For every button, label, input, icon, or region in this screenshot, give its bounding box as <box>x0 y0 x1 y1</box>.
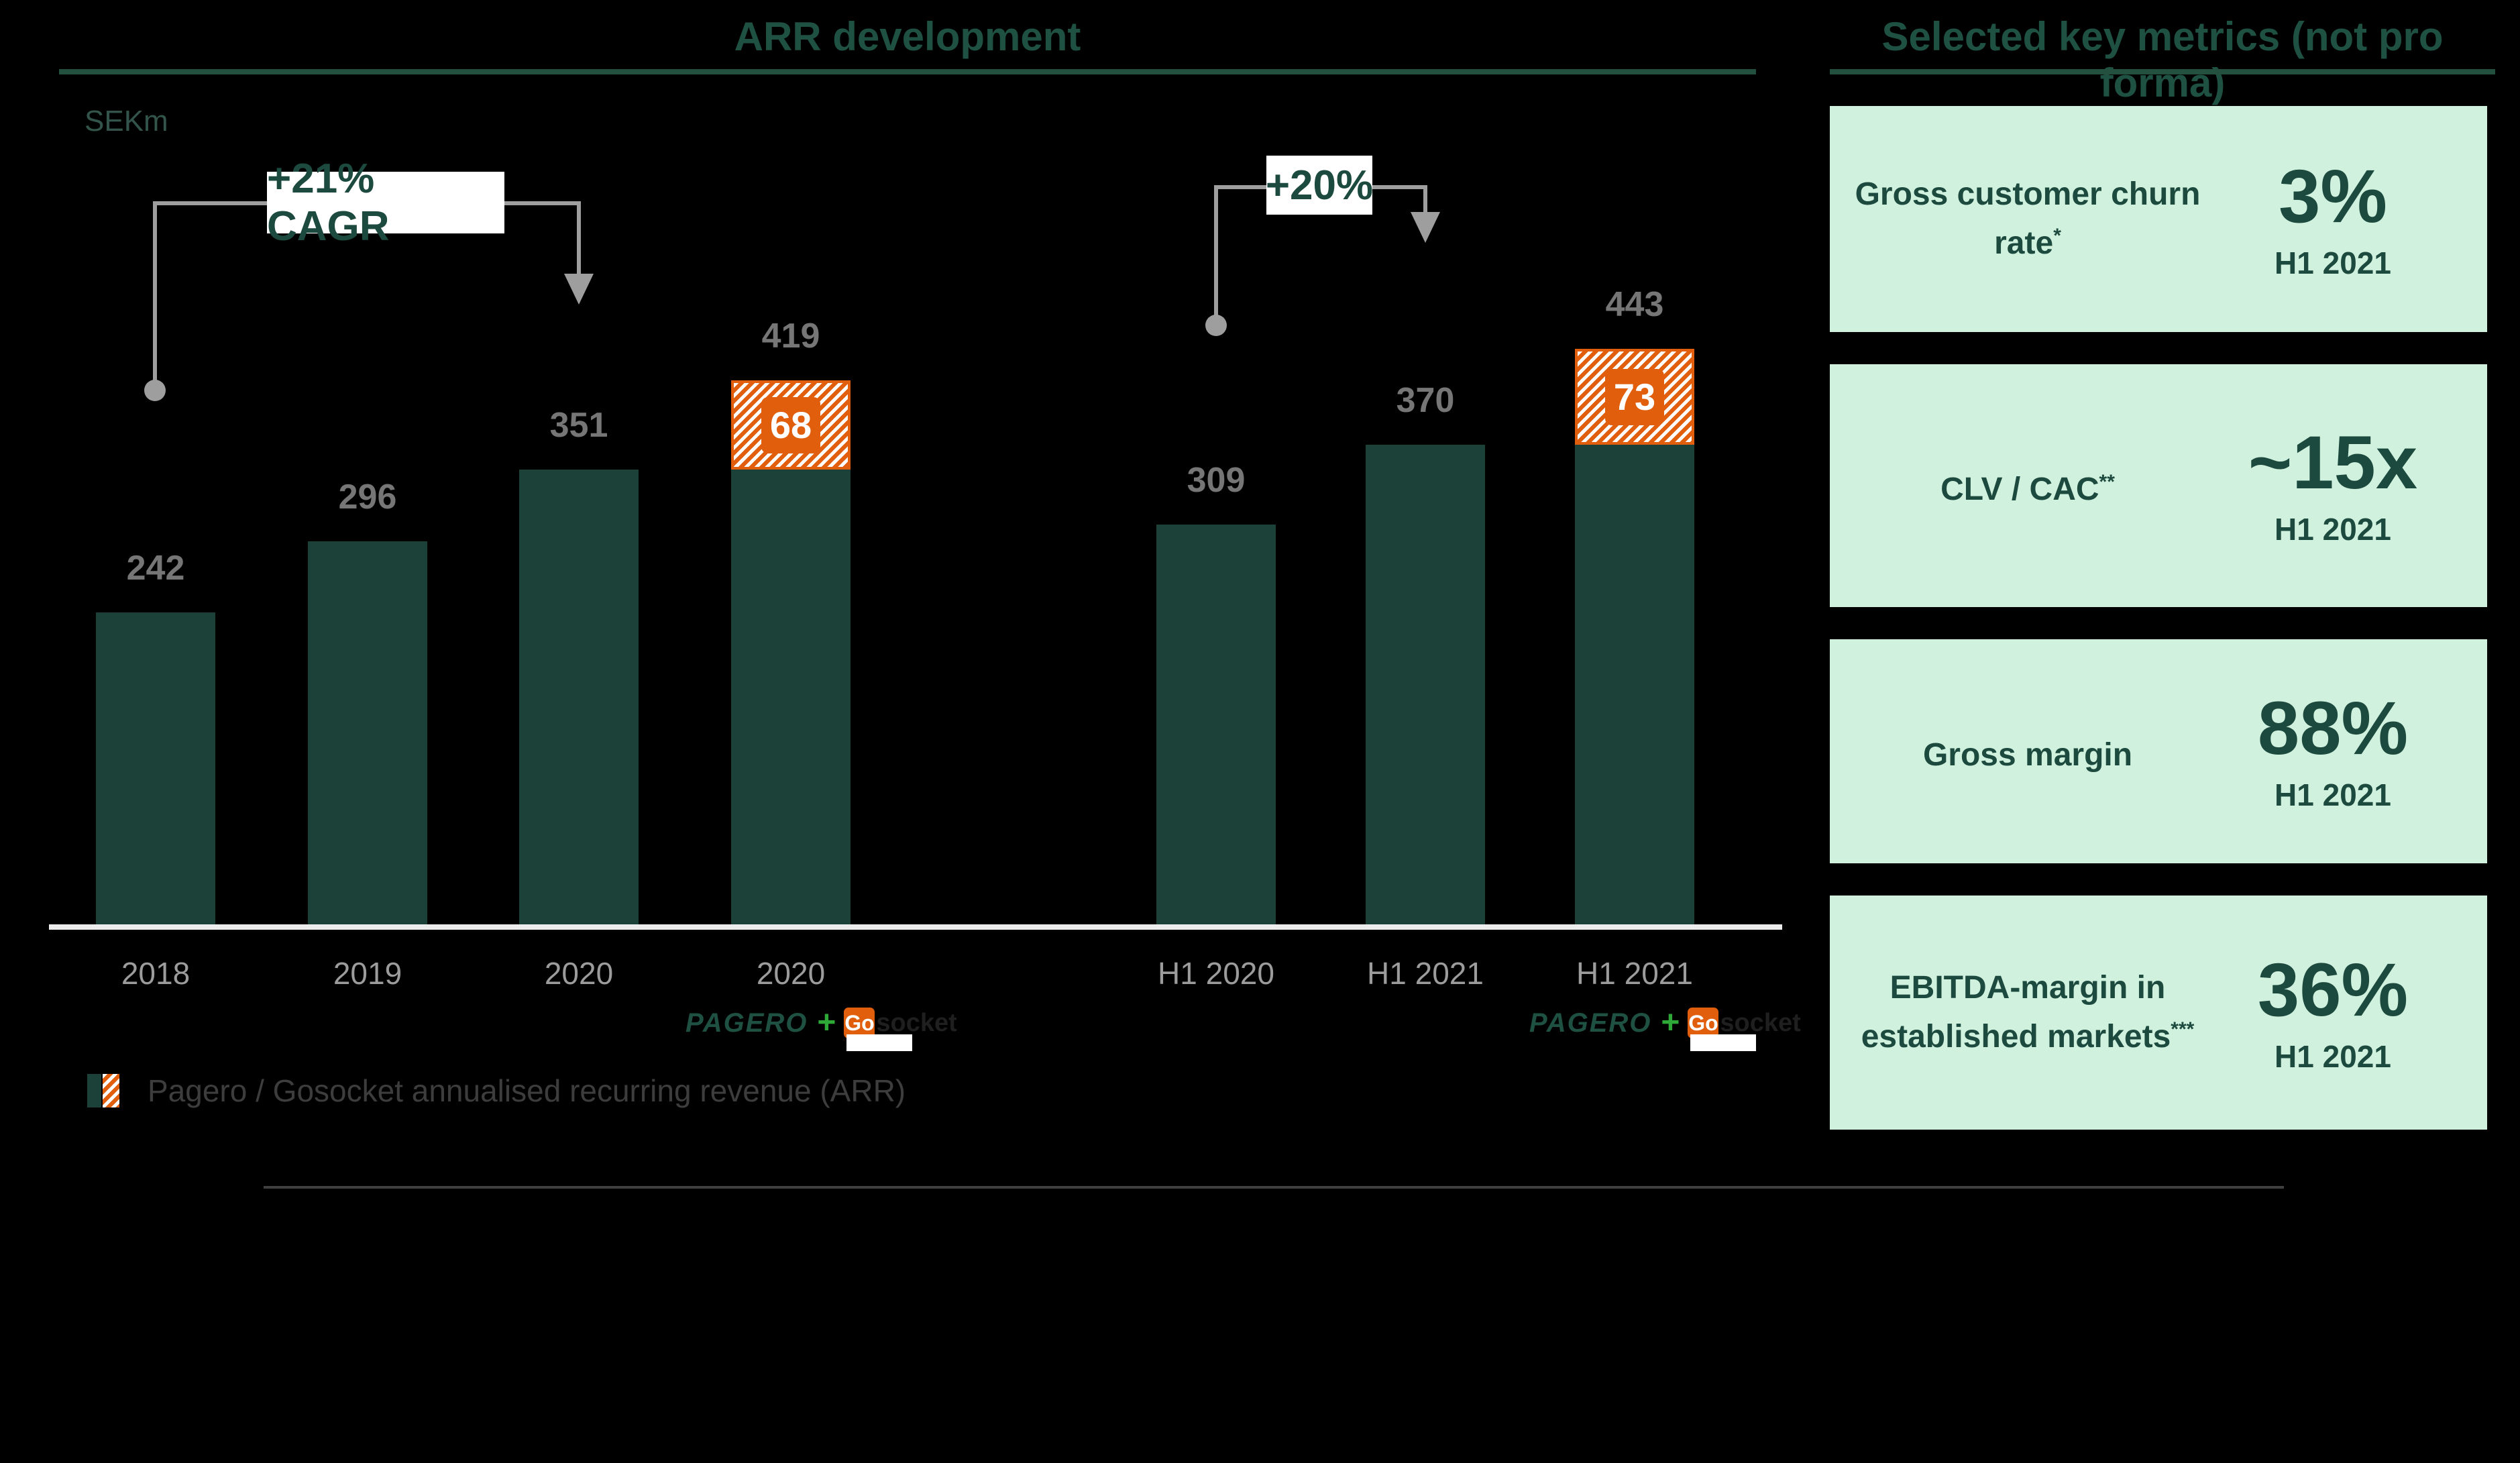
logo-white-box <box>1690 1034 1756 1051</box>
metric-value: 88% <box>2257 686 2409 770</box>
metric-label-text: EBITDA-margin in established markets <box>1861 970 2171 1054</box>
axis-unit-label: SEKm <box>85 105 168 138</box>
metrics-title-rule <box>1830 69 2495 74</box>
section-divider <box>264 1186 2284 1189</box>
metric-card-gross-margin: Gross margin 88% H1 2021 <box>1830 639 2487 863</box>
metric-label-text: Gross margin <box>1922 737 2133 773</box>
pagero-gosocket-logo: PAGERO + Go socket <box>686 1005 957 1051</box>
metric-value-block: 88% H1 2021 <box>2212 639 2454 863</box>
metrics-title: Selected key metrics (not pro forma) <box>1881 14 2444 105</box>
arrow-down-icon <box>1411 212 1440 243</box>
chart-title-rule <box>59 69 1756 74</box>
bar-segment-pagero <box>519 470 639 930</box>
plus-icon: + <box>1661 1005 1680 1040</box>
metric-period: H1 2021 <box>2275 245 2391 280</box>
bar-value-label: 351 <box>549 406 608 445</box>
pagero-logo: PAGERO <box>1529 1008 1652 1038</box>
metric-period: H1 2021 <box>2275 1038 2391 1074</box>
metric-label: Gross customer churn rate* <box>1850 106 2205 332</box>
bar-value-label: 443 <box>1605 285 1664 324</box>
bar-segment-pagero <box>308 541 427 930</box>
bar-value-label: 309 <box>1187 461 1246 500</box>
annotation-line <box>153 201 157 390</box>
legend-swatch-gosocket <box>103 1074 119 1107</box>
axis-tick-label: H1 2020 <box>1158 956 1274 991</box>
metric-footnote-marker: *** <box>2171 1018 2195 1040</box>
legend-swatch-pagero <box>87 1074 102 1107</box>
gosocket-logo-icon: Go <box>1688 1008 1719 1038</box>
metric-value-block: 3% H1 2021 <box>2212 106 2454 332</box>
metric-card-clv-cac: CLV / CAC** ~15x H1 2021 <box>1830 364 2487 607</box>
annotation-line <box>1372 185 1425 189</box>
metric-period: H1 2021 <box>2275 512 2391 547</box>
bar-addon-label: 68 <box>761 396 820 453</box>
bar-segment-pagero <box>731 470 851 930</box>
metric-footnote-marker: * <box>2053 225 2061 247</box>
legend-label: Pagero / Gosocket annualised recurring r… <box>148 1073 906 1108</box>
gosocket-logo-icon: Go <box>844 1008 875 1038</box>
bar-addon-label: 73 <box>1605 368 1664 425</box>
metric-label-text: CLV / CAC <box>1940 471 2099 507</box>
metric-value-block: 36% H1 2021 <box>2212 896 2454 1130</box>
axis-tick-label: 2020 <box>544 956 614 991</box>
bar-segment-pagero <box>1156 525 1276 930</box>
annotation-label-box: +20% <box>1266 156 1373 215</box>
bar-value-label: 296 <box>338 478 397 517</box>
x-axis-line <box>49 924 1782 930</box>
bar-segment-pagero <box>96 612 215 930</box>
metric-period: H1 2021 <box>2275 777 2391 812</box>
bar-segment-pagero <box>1366 445 1485 930</box>
metric-label: Gross margin <box>1850 639 2205 863</box>
annotation-line <box>504 201 581 205</box>
annotation-line <box>1214 185 1218 325</box>
metric-value: ~15x <box>2248 421 2418 504</box>
plus-icon: + <box>817 1005 836 1040</box>
gosocket-logo-text: socket <box>876 1008 957 1037</box>
annotation-line <box>155 201 267 205</box>
chart-legend: Pagero / Gosocket annualised recurring r… <box>87 1073 906 1109</box>
metric-value: 3% <box>2279 154 2387 238</box>
annotation-line <box>1423 185 1427 215</box>
annotation-line <box>577 201 581 275</box>
pagero-gosocket-logo: PAGERO + Go socket <box>1529 1005 1801 1051</box>
metric-value-block: ~15x H1 2021 <box>2212 364 2454 607</box>
annotation-label-box: +21% CAGR <box>267 156 504 250</box>
arrow-down-icon <box>564 274 594 305</box>
axis-tick-label: 2020 <box>756 956 826 991</box>
bar-segment-pagero <box>1575 445 1694 930</box>
metric-card-churn: Gross customer churn rate* 3% H1 2021 <box>1830 106 2487 332</box>
chart-title: ARR development <box>734 14 1081 59</box>
pagero-logo: PAGERO <box>686 1008 808 1038</box>
metric-label: CLV / CAC** <box>1850 364 2205 607</box>
bar-value-label: 242 <box>126 549 185 588</box>
axis-tick-label: 2018 <box>121 956 190 991</box>
metric-card-ebitda: EBITDA-margin in established markets*** … <box>1830 896 2487 1130</box>
metric-label-text: Gross customer churn rate <box>1855 176 2201 261</box>
bar-value-label: 419 <box>761 317 820 356</box>
legend-swatch-icon <box>87 1074 119 1107</box>
metric-footnote-marker: ** <box>2099 470 2115 493</box>
axis-tick-label: 2019 <box>333 956 402 991</box>
gosocket-logo-text: socket <box>1720 1008 1801 1037</box>
bar-value-label: 370 <box>1396 381 1455 420</box>
axis-tick-label: H1 2021 <box>1576 956 1693 991</box>
metric-value: 36% <box>2257 947 2409 1032</box>
metric-label: EBITDA-margin in established markets*** <box>1850 896 2205 1130</box>
annotation-line <box>1216 185 1266 189</box>
logo-white-box <box>846 1034 912 1051</box>
axis-tick-label: H1 2021 <box>1367 956 1484 991</box>
